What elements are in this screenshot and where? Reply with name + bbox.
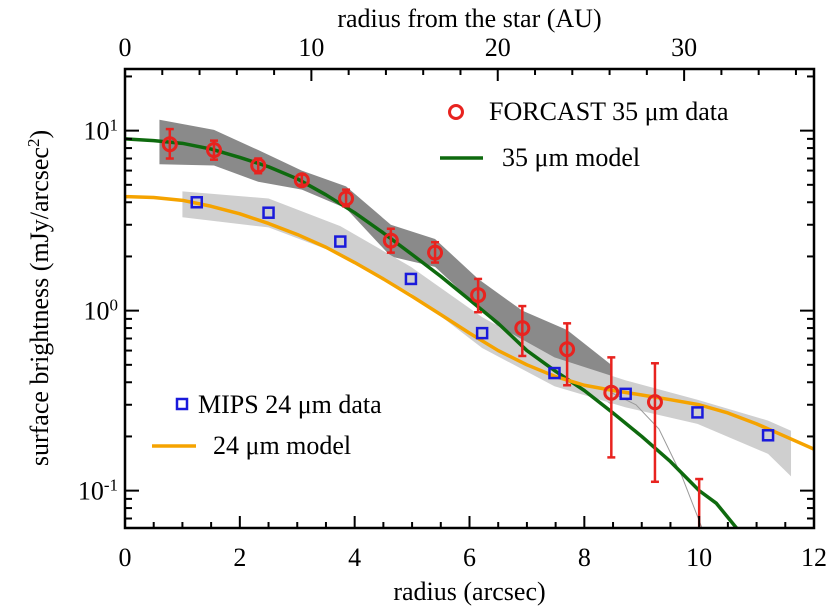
axes: 0 2 4 6 8 10 12 0 10 20 30 10-1 100 101 — [78, 33, 827, 572]
point-mips-24-m-data — [691, 406, 704, 419]
x-tick-label: 12 — [801, 543, 827, 572]
x-tick-label: 2 — [233, 543, 246, 572]
y-tick-label: 100 — [84, 295, 119, 326]
point-forcast-35-m-data — [250, 157, 267, 174]
point-forcast-35-m-data — [514, 320, 531, 337]
line-35-m-model — [125, 137, 738, 528]
legend-label-mips: MIPS 24 μm data — [198, 390, 382, 419]
legend-label-forcast: FORCAST 35 μm data — [489, 97, 729, 126]
top-tick-label: 20 — [485, 33, 511, 62]
point-mips-24-m-data — [619, 387, 632, 401]
point-forcast-35-m-data — [293, 172, 310, 189]
y-tick-label: 10-1 — [78, 475, 118, 506]
top-tick-label: 30 — [671, 33, 697, 62]
y-axis-label: surface brightness (mJy/arcsec2) — [24, 130, 55, 466]
point-mips-24-m-data — [475, 326, 489, 340]
point-forcast-35-m-data — [603, 384, 620, 401]
top-axis-label: radius from the star (AU) — [337, 4, 601, 33]
y-tick-label: 101 — [84, 115, 119, 146]
top-tick-label: 0 — [119, 33, 132, 62]
model-lines — [125, 137, 814, 528]
legend-marker-mips — [175, 397, 189, 411]
point-forcast-35-m-data — [646, 394, 663, 411]
point-mips-24-m-data — [761, 429, 775, 442]
x-tick-label: 10 — [686, 543, 712, 572]
point-forcast-35-m-data — [470, 287, 487, 304]
point-forcast-35-m-data — [161, 136, 178, 153]
point-forcast-35-m-data — [382, 232, 399, 249]
uncertainty-bands — [159, 119, 792, 477]
legend-marker-forcast — [448, 104, 464, 120]
point-mips-24-m-data — [404, 272, 418, 286]
point-mips-24-m-data — [190, 196, 204, 209]
point-mips-24-m-data — [548, 366, 561, 380]
top-tick-label: 10 — [298, 33, 324, 62]
line-24-m-model — [125, 194, 814, 451]
x-tick-label: 6 — [463, 543, 476, 572]
point-forcast-35-m-data — [427, 244, 444, 261]
point-forcast-35-m-data — [559, 341, 576, 358]
point-mips-24-m-data — [334, 235, 347, 248]
legend-label-24um-model: 24 μm model — [213, 431, 351, 460]
point-mips-24-m-data — [262, 206, 275, 219]
legend: FORCAST 35 μm data 35 μm model MIPS 24 μm … — [152, 97, 729, 460]
point-forcast-35-m-data — [338, 190, 355, 207]
data-points — [161, 127, 775, 528]
x-tick-label: 8 — [578, 543, 591, 572]
x-axis-label: radius (arcsec) — [393, 577, 545, 606]
x-tick-label: 0 — [119, 543, 132, 572]
point-forcast-35-m-data — [205, 142, 222, 159]
x-tick-label: 4 — [348, 543, 361, 572]
legend-label-35um-model: 35 μm model — [502, 143, 640, 172]
thin-band-edge-line — [611, 392, 703, 528]
